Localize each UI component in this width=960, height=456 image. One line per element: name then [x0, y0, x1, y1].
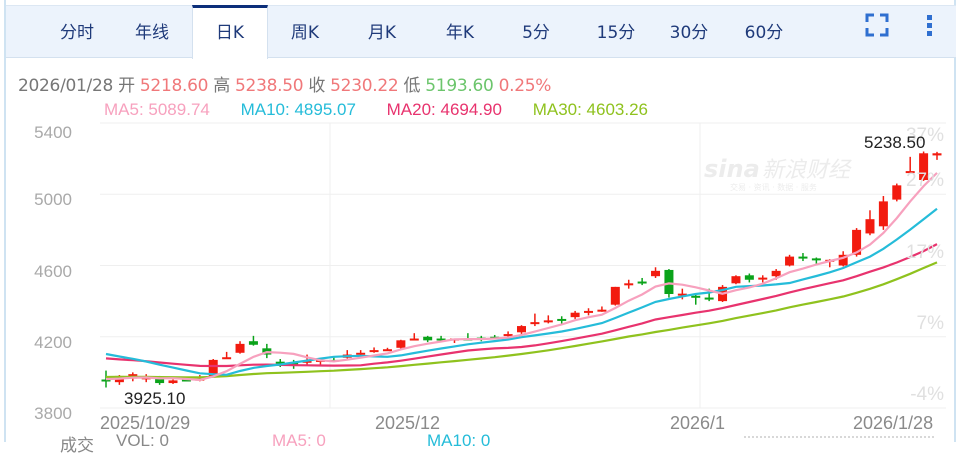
- percent-axis-label: 17%: [905, 241, 944, 263]
- candle[interactable]: [878, 196, 888, 230]
- candle[interactable]: [624, 279, 634, 289]
- candle[interactable]: [168, 379, 178, 384]
- ma5-legend: MA5: 5089.74: [104, 100, 210, 119]
- volume-ma10: MA10: 0: [427, 431, 491, 450]
- svg-text:交易 · 资讯 · 数据 · 服务: 交易 · 资讯 · 数据 · 服务: [730, 182, 817, 192]
- x-tick-label: 2025/12: [375, 413, 441, 433]
- max-price-annotation: 5238.50: [864, 133, 926, 152]
- volume-label: 成交: [60, 436, 94, 455]
- tab-8[interactable]: 30分: [669, 23, 709, 43]
- candle[interactable]: [905, 156, 915, 174]
- ma30-legend: MA30: 4603.26: [532, 100, 648, 119]
- candle[interactable]: [436, 335, 446, 341]
- moving-average-line: [105, 207, 938, 376]
- candle[interactable]: [248, 335, 258, 346]
- svg-text:sina: sina: [704, 155, 760, 183]
- tab-6[interactable]: 5分: [522, 23, 550, 43]
- ma10-legend: MA10: 4895.07: [240, 100, 356, 119]
- candle[interactable]: [651, 267, 661, 278]
- low-value: 5193.60: [425, 76, 494, 96]
- candle[interactable]: [222, 351, 232, 360]
- tab-5[interactable]: 年K: [445, 23, 475, 43]
- tab-3[interactable]: 周K: [290, 23, 320, 43]
- percent-axis-label: -4%: [910, 384, 944, 405]
- x-tick-label: 2026/1: [670, 413, 726, 433]
- period-tab-bar: 分时 年线 日K 周K 月K 年K 5分 15分 30分 60分: [6, 5, 956, 59]
- y-axis-label: 3800: [34, 404, 72, 423]
- volume-value: VOL: 0: [116, 431, 169, 450]
- candle[interactable]: [892, 183, 902, 202]
- candle[interactable]: [369, 347, 379, 353]
- y-axis-label: 4600: [34, 261, 72, 281]
- x-tick-label: 2026/1/28: [853, 413, 934, 433]
- percent-axis-label: 37%: [905, 125, 944, 146]
- candle[interactable]: [570, 310, 580, 319]
- high-label: 高: [213, 76, 230, 96]
- candle[interactable]: [798, 253, 808, 262]
- ma-legend: MA5: 5089.74 MA10: 4895.07 MA20: 4694.90…: [104, 100, 674, 120]
- candle[interactable]: [785, 254, 795, 267]
- y-axis-label: 5400: [34, 123, 72, 142]
- tab-4[interactable]: 月K: [367, 23, 397, 43]
- candle[interactable]: [262, 343, 272, 359]
- x-tick-label: 2025/10/29: [100, 413, 191, 433]
- range-slider-handle[interactable]: [744, 436, 934, 438]
- fullscreen-icon[interactable]: [864, 12, 890, 38]
- candle[interactable]: [758, 275, 768, 283]
- candle[interactable]: [744, 273, 754, 283]
- tab-1[interactable]: 年线: [135, 23, 169, 43]
- candle[interactable]: [584, 308, 594, 316]
- candle[interactable]: [423, 335, 433, 343]
- candle[interactable]: [865, 210, 875, 236]
- min-price-annotation: 3925.10: [124, 389, 186, 408]
- candle[interactable]: [597, 306, 607, 312]
- moving-average-line: [105, 172, 938, 382]
- low-label: 低: [403, 76, 421, 96]
- candle[interactable]: [637, 277, 647, 286]
- svg-text:新浪财经: 新浪财经: [762, 158, 852, 183]
- quote-date: 2026/01/28: [18, 76, 113, 96]
- y-axis-label: 5000: [34, 190, 72, 210]
- candle[interactable]: [731, 275, 741, 285]
- candle[interactable]: [517, 325, 526, 335]
- candle[interactable]: [932, 151, 942, 160]
- ma20-legend: MA20: 4694.90: [386, 100, 502, 119]
- tab-7[interactable]: 15分: [596, 23, 636, 43]
- high-value: 5238.50: [235, 76, 304, 96]
- moving-average-line: [105, 243, 938, 368]
- candle[interactable]: [530, 313, 540, 327]
- candle[interactable]: [557, 316, 567, 325]
- close-value: 5230.22: [330, 76, 399, 96]
- tab-0[interactable]: 分时: [60, 23, 94, 43]
- candle[interactable]: [396, 339, 406, 350]
- open-value: 5218.60: [139, 76, 209, 96]
- y-axis-label: 4200: [34, 332, 72, 352]
- tab-2[interactable]: 日K: [192, 5, 268, 59]
- moving-average-line: [105, 261, 938, 379]
- chart-widget: 分时 年线 日K 周K 月K 年K 5分 15分 30分 60分 2026/01/28 开 521…: [4, 0, 956, 442]
- percent-axis-label: 27%: [905, 170, 944, 192]
- candle[interactable]: [677, 288, 687, 300]
- percent-axis-label: 7%: [916, 312, 944, 334]
- candle[interactable]: [610, 286, 620, 306]
- candle[interactable]: [409, 333, 419, 341]
- candle[interactable]: [543, 315, 553, 324]
- open-label: 开: [118, 76, 135, 96]
- change-percent: 0.25%: [498, 76, 552, 96]
- volume-ma5: MA5: 0: [272, 431, 326, 450]
- close-label: 收: [308, 76, 326, 96]
- candle[interactable]: [919, 151, 929, 181]
- candle[interactable]: [382, 347, 392, 352]
- more-vertical-icon[interactable]: [924, 12, 950, 38]
- tab-9[interactable]: 60分: [744, 23, 784, 43]
- candle[interactable]: [235, 341, 245, 354]
- ohlc-summary: 2026/01/28 开 5218.60 高 5238.50 收 5230.22…: [18, 71, 551, 96]
